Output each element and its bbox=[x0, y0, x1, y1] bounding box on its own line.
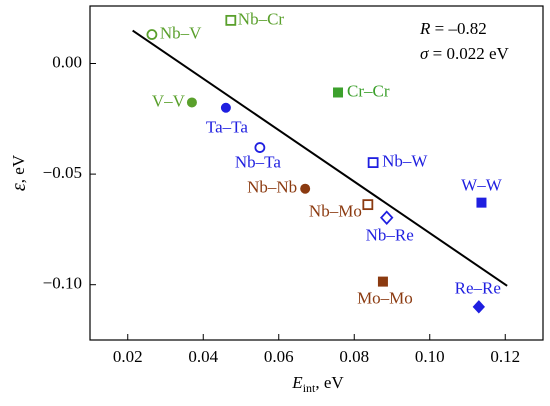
x-tick-label: 0.04 bbox=[188, 347, 218, 366]
x-tick-label: 0.12 bbox=[490, 347, 520, 366]
point-label: Re–Re bbox=[455, 279, 501, 298]
point-label: Nb–Cr bbox=[238, 9, 285, 28]
x-tick-label: 0.10 bbox=[415, 347, 445, 366]
point bbox=[362, 199, 374, 211]
point-label: Nb–Nb bbox=[247, 178, 297, 197]
annotation-text: = 0.022 eV bbox=[428, 44, 509, 63]
point bbox=[472, 300, 486, 314]
point-label: Cr–Cr bbox=[347, 81, 390, 100]
annotation-text: = –0.82 bbox=[430, 19, 486, 38]
point-label: Nb–W bbox=[382, 152, 428, 171]
point bbox=[146, 29, 158, 40]
point-label: Mo–Mo bbox=[357, 289, 413, 308]
point-label: Nb–Mo bbox=[309, 202, 362, 221]
point bbox=[225, 14, 237, 26]
point bbox=[377, 276, 388, 287]
point bbox=[379, 210, 394, 226]
point bbox=[186, 97, 197, 108]
point-label: W–W bbox=[461, 176, 503, 195]
x-label-rest: , eV bbox=[315, 373, 344, 392]
y-label-rest: , eV bbox=[9, 154, 28, 183]
annotation: R = –0.82 bbox=[419, 19, 487, 38]
annotation: σ = 0.022 eV bbox=[420, 44, 510, 63]
point-label: Nb–Re bbox=[366, 226, 414, 245]
annotation-symbol: σ bbox=[420, 44, 429, 63]
plot-frame bbox=[89, 5, 544, 341]
point bbox=[367, 157, 379, 169]
x-label-main: E bbox=[291, 373, 303, 392]
x-tick-label: 0.02 bbox=[113, 347, 143, 366]
x-tick-label: 0.06 bbox=[264, 347, 294, 366]
y-tick-label: −0.05 bbox=[43, 163, 82, 182]
y-label-main: ε bbox=[8, 183, 30, 191]
x-axis-label: Eint, eV bbox=[291, 373, 344, 395]
y-tick-label: −0.10 bbox=[43, 274, 82, 293]
x-tick-label: 0.08 bbox=[339, 347, 369, 366]
x-label-sub: int bbox=[303, 381, 316, 395]
point bbox=[333, 87, 344, 98]
point bbox=[476, 197, 487, 208]
point-label: Nb–V bbox=[160, 23, 202, 42]
y-axis-label: ε, eV bbox=[8, 154, 30, 191]
point bbox=[220, 102, 231, 113]
fit-line bbox=[132, 29, 508, 287]
point bbox=[300, 183, 311, 194]
annotation-symbol: R bbox=[419, 19, 431, 38]
y-tick-label: 0.00 bbox=[52, 52, 82, 71]
point-label: V–V bbox=[152, 91, 186, 110]
point-label: Ta–Ta bbox=[206, 118, 248, 137]
point bbox=[254, 142, 266, 153]
point-label: Nb–Ta bbox=[235, 152, 281, 171]
